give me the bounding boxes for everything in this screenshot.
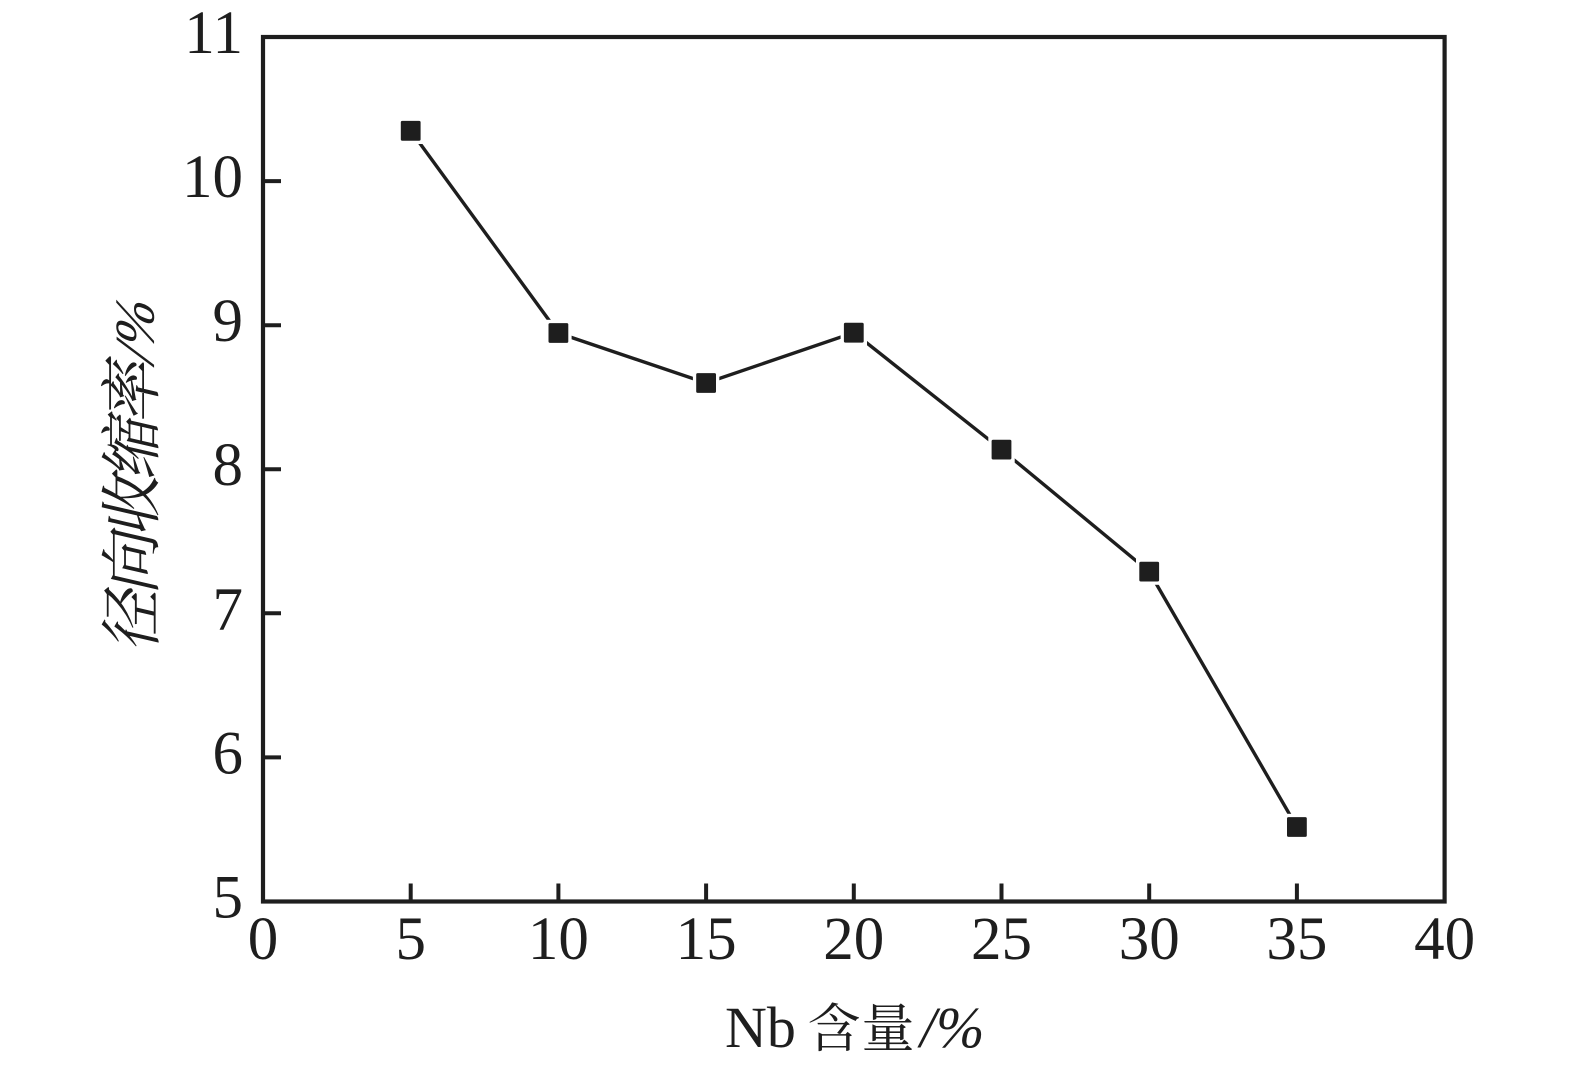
svg-text:0: 0	[248, 906, 279, 973]
svg-text:10: 10	[528, 906, 589, 973]
svg-text:6: 6	[213, 720, 244, 787]
svg-text:5: 5	[395, 906, 426, 973]
svg-text:25: 25	[971, 906, 1032, 973]
svg-text:20: 20	[823, 906, 884, 973]
svg-text:30: 30	[1119, 906, 1180, 973]
svg-text:/%: /%	[917, 995, 984, 1060]
svg-text:8: 8	[213, 432, 244, 499]
svg-text:10: 10	[182, 144, 243, 211]
svg-text:9: 9	[213, 288, 244, 355]
svg-text:Nb: Nb	[725, 995, 796, 1060]
svg-text:11: 11	[184, 0, 243, 67]
svg-text:7: 7	[213, 576, 244, 643]
svg-text:5: 5	[213, 865, 244, 932]
svg-text:35: 35	[1266, 906, 1327, 973]
svg-text:15: 15	[676, 906, 737, 973]
svg-text:40: 40	[1414, 906, 1475, 973]
